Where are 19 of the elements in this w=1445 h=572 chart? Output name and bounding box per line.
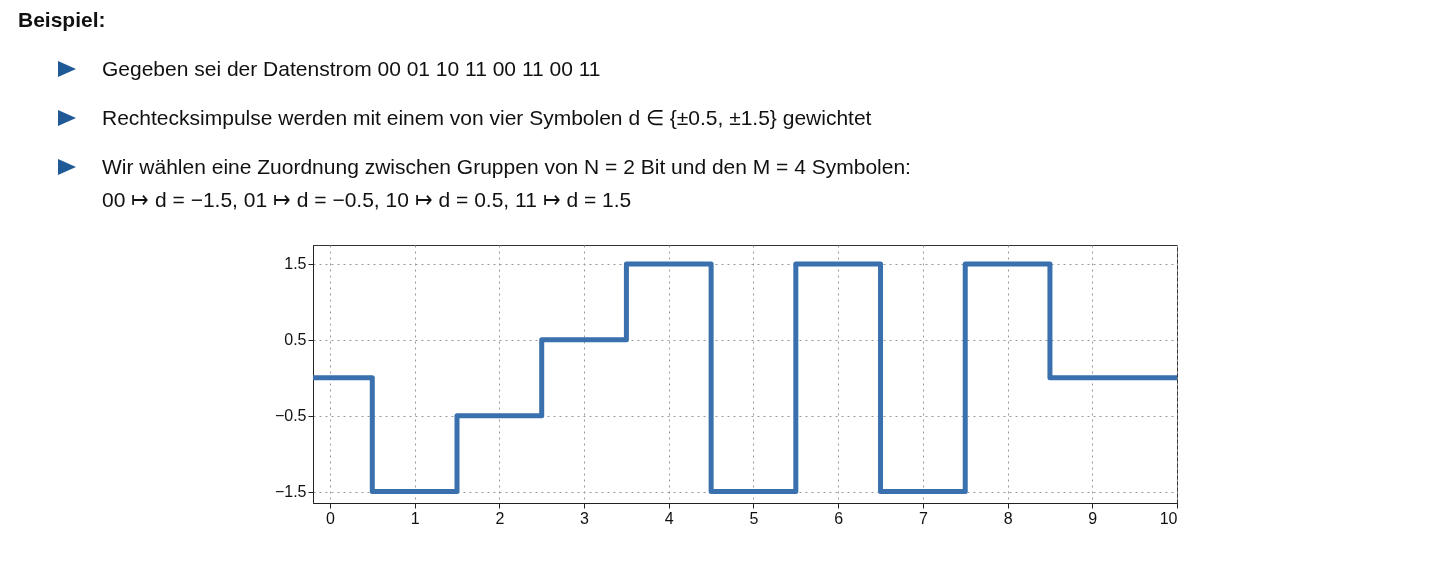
x-tick-label: 6 bbox=[834, 509, 844, 527]
text: Rechtecksimpulse werden mit einem von vier Symbolen d ∈ {±0.5, ±1.5} gewichtet bbox=[102, 106, 872, 129]
text: Gegeben sei der Datenstrom 00 01 10 11 00 11 00 11 bbox=[102, 57, 601, 80]
text: Wir wählen eine Zuordnung zwischen Gruppen von N = 2 Bit und den M = 4 Symbolen: 00 ↦ d = −1.5, 01 ↦ d = −0.5, 10 ↦ d = 0.5, 11 ↦ d = 1.5 bbox=[102, 155, 911, 211]
x-tick-label: 0 bbox=[325, 509, 335, 527]
x-tick-label: 9 bbox=[1088, 509, 1098, 527]
x-tick-label: 3 bbox=[580, 509, 590, 527]
text: Beispiel: bbox=[18, 8, 106, 32]
x-tick-label: 7 bbox=[918, 509, 928, 527]
x-tick-label: 1 bbox=[410, 509, 420, 527]
x-tick-label: 2 bbox=[495, 509, 505, 527]
x-tick-label: 5 bbox=[749, 509, 759, 527]
y-tick-label: −0.5 bbox=[274, 407, 307, 425]
x-tick-label: 4 bbox=[664, 509, 674, 527]
x-tick-label: 8 bbox=[1003, 509, 1013, 527]
y-tick-label: 0.5 bbox=[284, 331, 307, 349]
y-tick-label: 1.5 bbox=[284, 255, 307, 273]
y-tick-label: −1.5 bbox=[274, 483, 307, 501]
x-tick-label: 10 bbox=[1159, 509, 1178, 527]
